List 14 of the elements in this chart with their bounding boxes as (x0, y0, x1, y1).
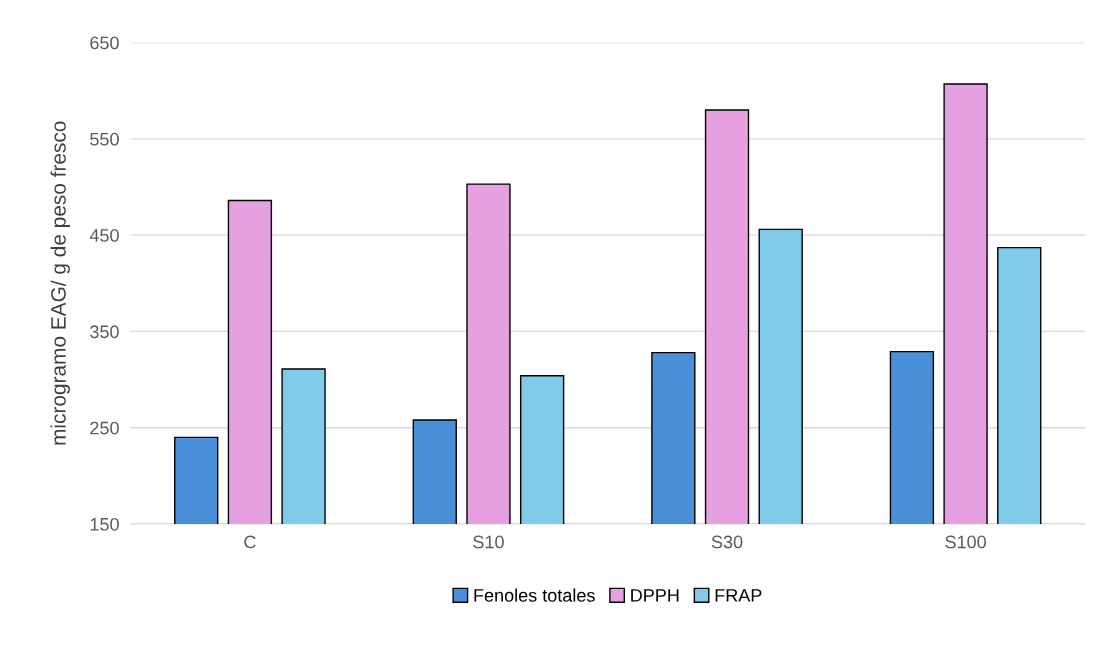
x-tick-label: S30 (711, 535, 743, 549)
y-tick-label: 550 (90, 132, 119, 146)
y-tick-label: 450 (89, 229, 119, 242)
x-tick-label: C (244, 535, 256, 549)
y-tick-label: 650 (90, 36, 119, 50)
y-axis-title: microgramo EAG/ g de peso fresco (50, 121, 70, 445)
y-tick-label: 250 (90, 421, 119, 435)
x-tick-label: S100 (945, 535, 986, 549)
legend-label: FRAP (715, 589, 762, 602)
y-tick-label: 150 (90, 517, 119, 531)
y-tick-label: 350 (90, 325, 119, 339)
legend-label: Fenoles totales (474, 588, 595, 602)
legend-label: DPPH (631, 589, 679, 602)
x-tick-label: S10 (473, 535, 504, 549)
